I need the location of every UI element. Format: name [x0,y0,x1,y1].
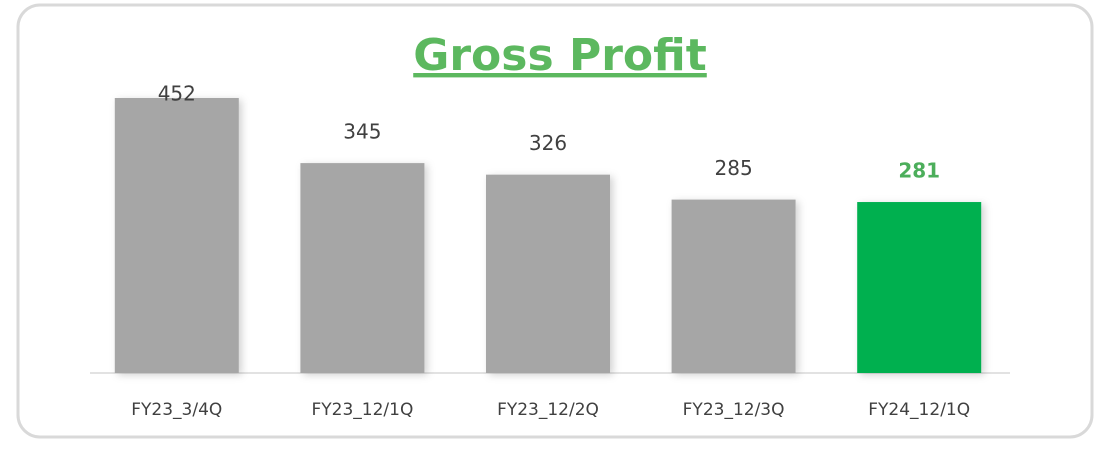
bar [857,202,982,373]
value-label: 285 [715,156,753,180]
chart-title: Gross Profit [413,30,707,81]
x-tick-label: FY23_12/2Q [497,400,599,420]
bar [671,199,796,373]
x-tick-label: FY24_12/1Q [868,400,970,420]
bar [486,174,610,373]
value-label: 326 [529,131,567,155]
value-label: 345 [343,120,381,144]
x-tick-label: FY23_3/4Q [131,400,222,420]
x-tick-label: FY23_12/1Q [311,400,413,420]
bar [300,163,425,373]
x-tick-label: FY23_12/3Q [683,400,785,420]
bar [114,98,239,373]
value-label: 452 [158,82,196,106]
value-label: 281 [898,159,940,183]
